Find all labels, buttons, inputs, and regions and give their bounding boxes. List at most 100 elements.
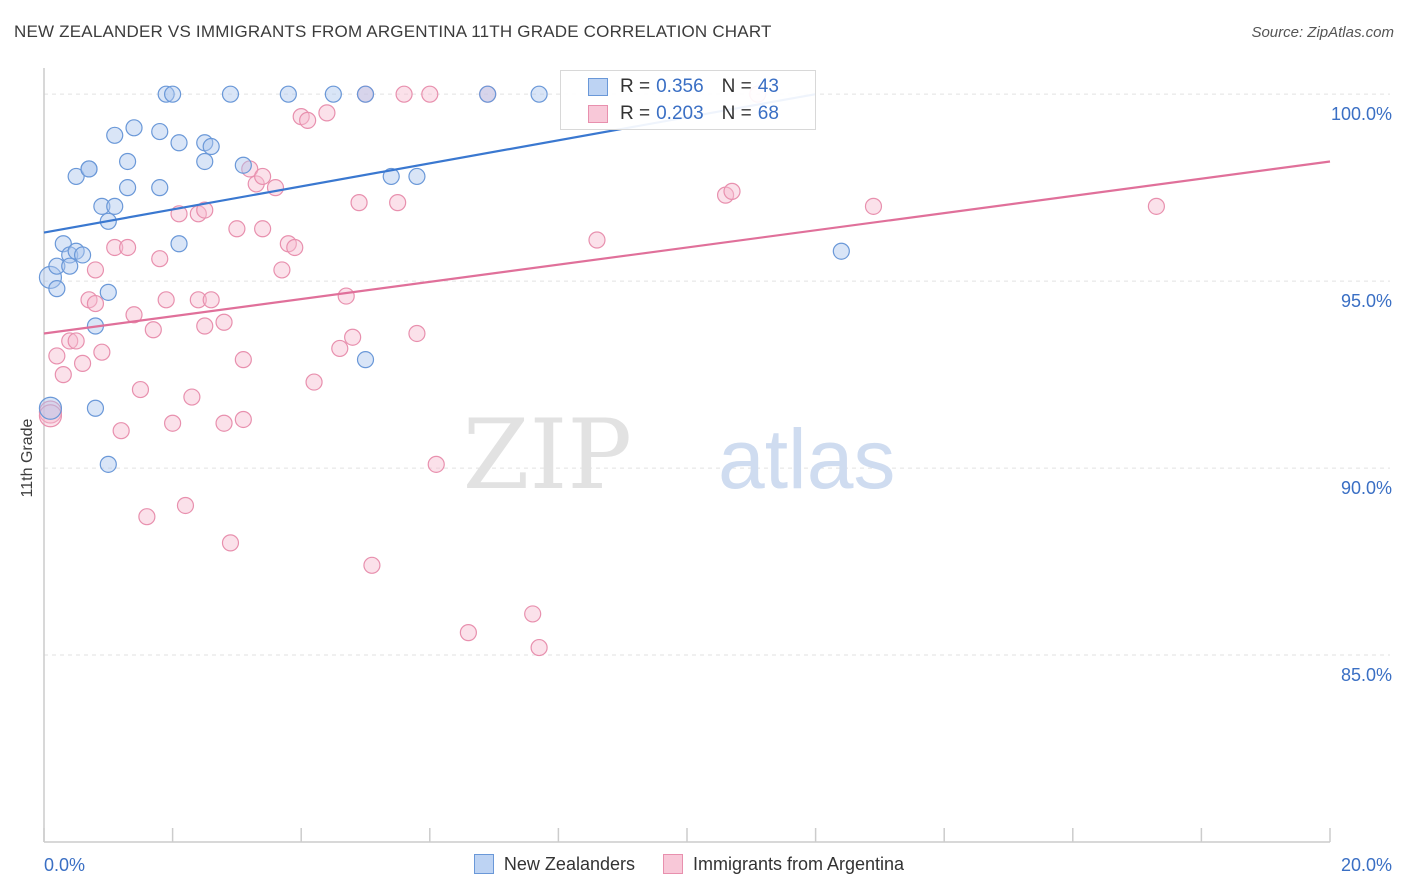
data-point — [99, 283, 117, 301]
data-point — [395, 85, 413, 103]
data-point — [479, 85, 497, 103]
data-point — [427, 455, 445, 473]
data-point — [93, 197, 111, 215]
data-point — [337, 287, 355, 305]
data-point — [196, 201, 214, 219]
r-value: 0.203 — [656, 103, 704, 124]
pink-swatch — [662, 854, 683, 874]
data-point — [86, 261, 105, 279]
data-point — [189, 291, 207, 309]
data-point — [234, 156, 252, 174]
data-point — [279, 85, 297, 103]
data-point — [408, 324, 426, 343]
data-point — [254, 220, 272, 238]
stats-row-argentina: R = 0.203 N = 68 — [561, 102, 779, 126]
y-tick-label: 95.0% — [1341, 291, 1392, 311]
data-point — [266, 179, 285, 197]
data-point — [38, 265, 63, 289]
data-point — [350, 194, 368, 212]
data-point — [125, 119, 143, 137]
tick-labels: 0.0% 20.0% 100.0% 95.0% 90.0% 85.0% — [44, 104, 1392, 875]
data-point — [106, 238, 124, 257]
data-point — [183, 388, 201, 406]
legend-label: Immigrants from Argentina — [692, 853, 905, 874]
legend-item-argentina[interactable]: Immigrants from Argentina — [662, 853, 905, 875]
data-point — [164, 414, 182, 432]
watermark-atlas: atlas — [718, 412, 895, 506]
data-point — [234, 410, 252, 429]
data-point — [157, 85, 175, 103]
n-label: N = — [721, 76, 752, 97]
data-point — [151, 179, 169, 197]
r-label: R = — [620, 103, 651, 124]
data-point — [286, 238, 304, 257]
data-point — [215, 414, 233, 432]
data-point — [151, 250, 169, 268]
data-point — [1147, 197, 1165, 215]
data-point — [73, 354, 92, 372]
data-point — [408, 167, 426, 186]
series-immigrants-from-argentina — [38, 85, 1165, 657]
x-tick-label: 20.0% — [1341, 855, 1392, 875]
n-label: N = — [721, 103, 752, 124]
stats-legend: R = 0.356 N = 43 R = 0.203 N = 68 — [560, 70, 816, 130]
data-point — [99, 455, 117, 473]
data-point — [106, 126, 124, 144]
data-point — [138, 508, 156, 526]
data-point — [118, 152, 137, 171]
chart-title: NEW ZEALANDER VS IMMIGRANTS FROM ARGENTI… — [14, 22, 772, 41]
data-point — [318, 104, 336, 122]
data-point — [170, 134, 188, 152]
data-point — [176, 496, 195, 515]
trend-line-pink — [43, 160, 1331, 335]
data-point — [588, 231, 606, 249]
axes — [43, 68, 1331, 843]
data-point — [382, 167, 400, 186]
data-point — [254, 167, 272, 186]
watermark-zip: ZIP — [463, 399, 632, 511]
n-value: 68 — [757, 103, 779, 124]
data-point — [48, 347, 66, 365]
series-legend: New Zealanders Immigrants from Argentina — [0, 850, 1406, 878]
data-point — [86, 399, 105, 417]
data-point — [112, 422, 130, 440]
data-point — [202, 137, 220, 156]
data-point — [106, 197, 124, 215]
data-point — [67, 167, 85, 186]
data-point — [331, 339, 349, 358]
n-value: 43 — [757, 76, 779, 97]
data-point — [234, 351, 252, 369]
data-point — [299, 111, 317, 129]
data-point — [170, 235, 188, 253]
y-tick-label: 100.0% — [1331, 104, 1392, 124]
data-point — [73, 246, 92, 264]
data-point — [61, 257, 79, 275]
trend-lines — [43, 93, 1331, 335]
data-point — [356, 351, 375, 369]
data-point — [118, 179, 137, 197]
r-value: 0.356 — [656, 76, 704, 97]
r-label: R = — [620, 76, 651, 97]
data-point — [524, 605, 542, 623]
data-point — [324, 85, 342, 103]
data-point — [144, 321, 162, 339]
data-point — [196, 317, 214, 335]
data-point — [118, 238, 137, 257]
data-point — [196, 152, 214, 171]
data-point — [67, 332, 85, 350]
legend-item-new-zealanders[interactable]: New Zealanders — [473, 854, 635, 875]
data-point — [228, 220, 246, 238]
data-point — [273, 261, 291, 279]
data-point — [221, 85, 240, 103]
pink-swatch — [588, 105, 608, 123]
gridlines — [44, 93, 1390, 656]
data-point — [48, 257, 66, 275]
data-point — [125, 306, 143, 324]
data-point — [38, 396, 63, 420]
data-point — [61, 332, 79, 350]
data-point — [80, 160, 98, 178]
data-point — [389, 194, 407, 212]
watermark: ZIP atlas — [463, 399, 896, 511]
data-point — [54, 366, 72, 384]
y-tick-label: 90.0% — [1341, 478, 1392, 498]
